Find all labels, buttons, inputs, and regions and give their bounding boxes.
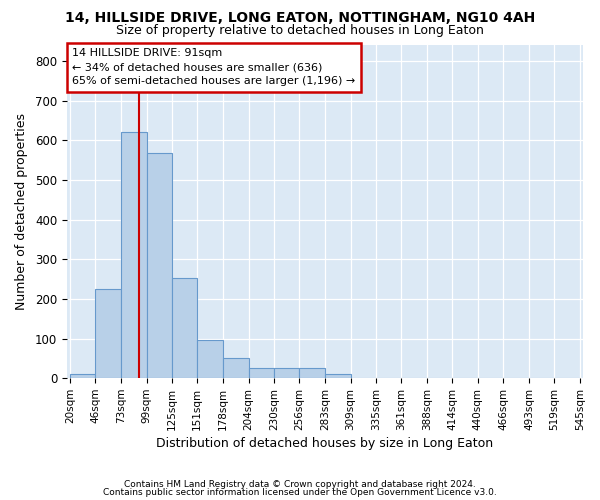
Text: Size of property relative to detached houses in Long Eaton: Size of property relative to detached ho… — [116, 24, 484, 37]
Bar — [299, 368, 325, 378]
Y-axis label: Number of detached properties: Number of detached properties — [15, 113, 28, 310]
Bar — [70, 374, 95, 378]
Bar — [197, 340, 223, 378]
Bar — [172, 278, 197, 378]
Bar — [223, 358, 248, 378]
Bar — [274, 368, 299, 378]
Bar — [121, 132, 146, 378]
Bar — [95, 289, 121, 378]
Text: 14 HILLSIDE DRIVE: 91sqm
← 34% of detached houses are smaller (636)
65% of semi-: 14 HILLSIDE DRIVE: 91sqm ← 34% of detach… — [72, 48, 355, 86]
Text: 14, HILLSIDE DRIVE, LONG EATON, NOTTINGHAM, NG10 4AH: 14, HILLSIDE DRIVE, LONG EATON, NOTTINGH… — [65, 11, 535, 25]
X-axis label: Distribution of detached houses by size in Long Eaton: Distribution of detached houses by size … — [156, 437, 493, 450]
Text: Contains HM Land Registry data © Crown copyright and database right 2024.: Contains HM Land Registry data © Crown c… — [124, 480, 476, 489]
Text: Contains public sector information licensed under the Open Government Licence v3: Contains public sector information licen… — [103, 488, 497, 497]
Bar — [325, 374, 350, 378]
Bar — [146, 153, 172, 378]
Bar — [248, 368, 274, 378]
